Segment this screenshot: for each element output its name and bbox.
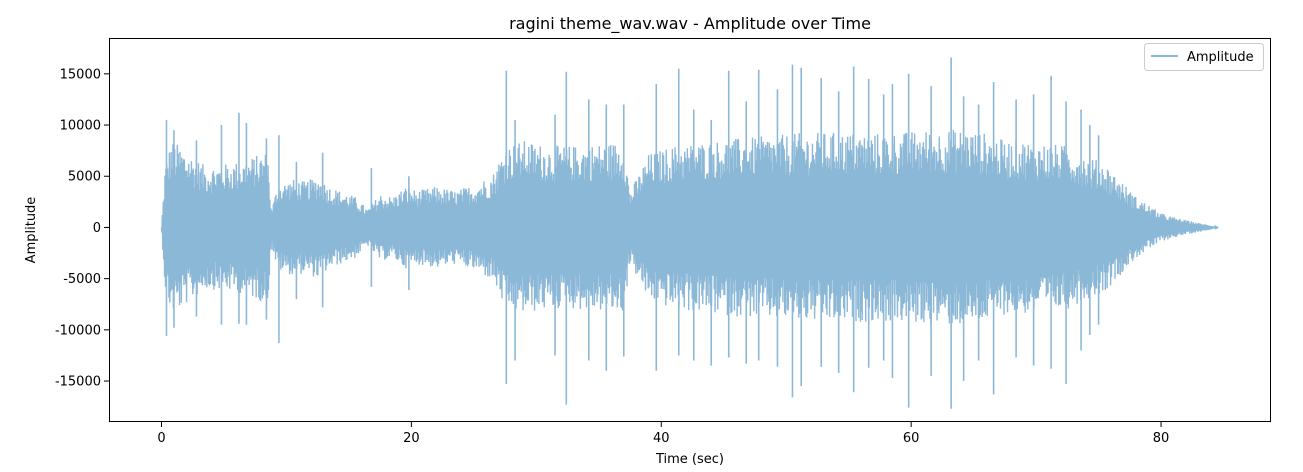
x-axis-label: Time (sec) — [655, 452, 724, 467]
y-tick-label: 10000 — [60, 119, 101, 134]
legend-label-amplitude: Amplitude — [1187, 50, 1254, 65]
series-line-amplitude — [160, 130, 1219, 325]
plot-frame — [109, 38, 1271, 422]
x-tick-label: 40 — [653, 431, 670, 446]
x-tick-label: 20 — [403, 431, 420, 446]
y-tick-label: -5000 — [63, 272, 101, 287]
x-tick-label: 0 — [157, 431, 165, 446]
x-axis: 0 20 40 60 80 — [157, 422, 1169, 446]
y-tick-label: -10000 — [55, 323, 101, 338]
y-axis-label: Amplitude — [24, 197, 39, 264]
x-tick-label: 80 — [1153, 431, 1170, 446]
y-tick-label: 15000 — [60, 67, 101, 82]
y-axis: -15000 -10000 -5000 0 5000 10000 15000 — [55, 67, 109, 390]
legend: Amplitude — [1144, 43, 1264, 71]
chart-title: ragini theme_wav.wav - Amplitude over Ti… — [509, 14, 871, 34]
legend-box — [1144, 43, 1264, 71]
y-tick-label: 5000 — [68, 170, 101, 185]
x-tick-label: 60 — [903, 431, 920, 446]
y-tick-label: -15000 — [55, 375, 101, 390]
y-tick-label: 0 — [93, 221, 101, 236]
